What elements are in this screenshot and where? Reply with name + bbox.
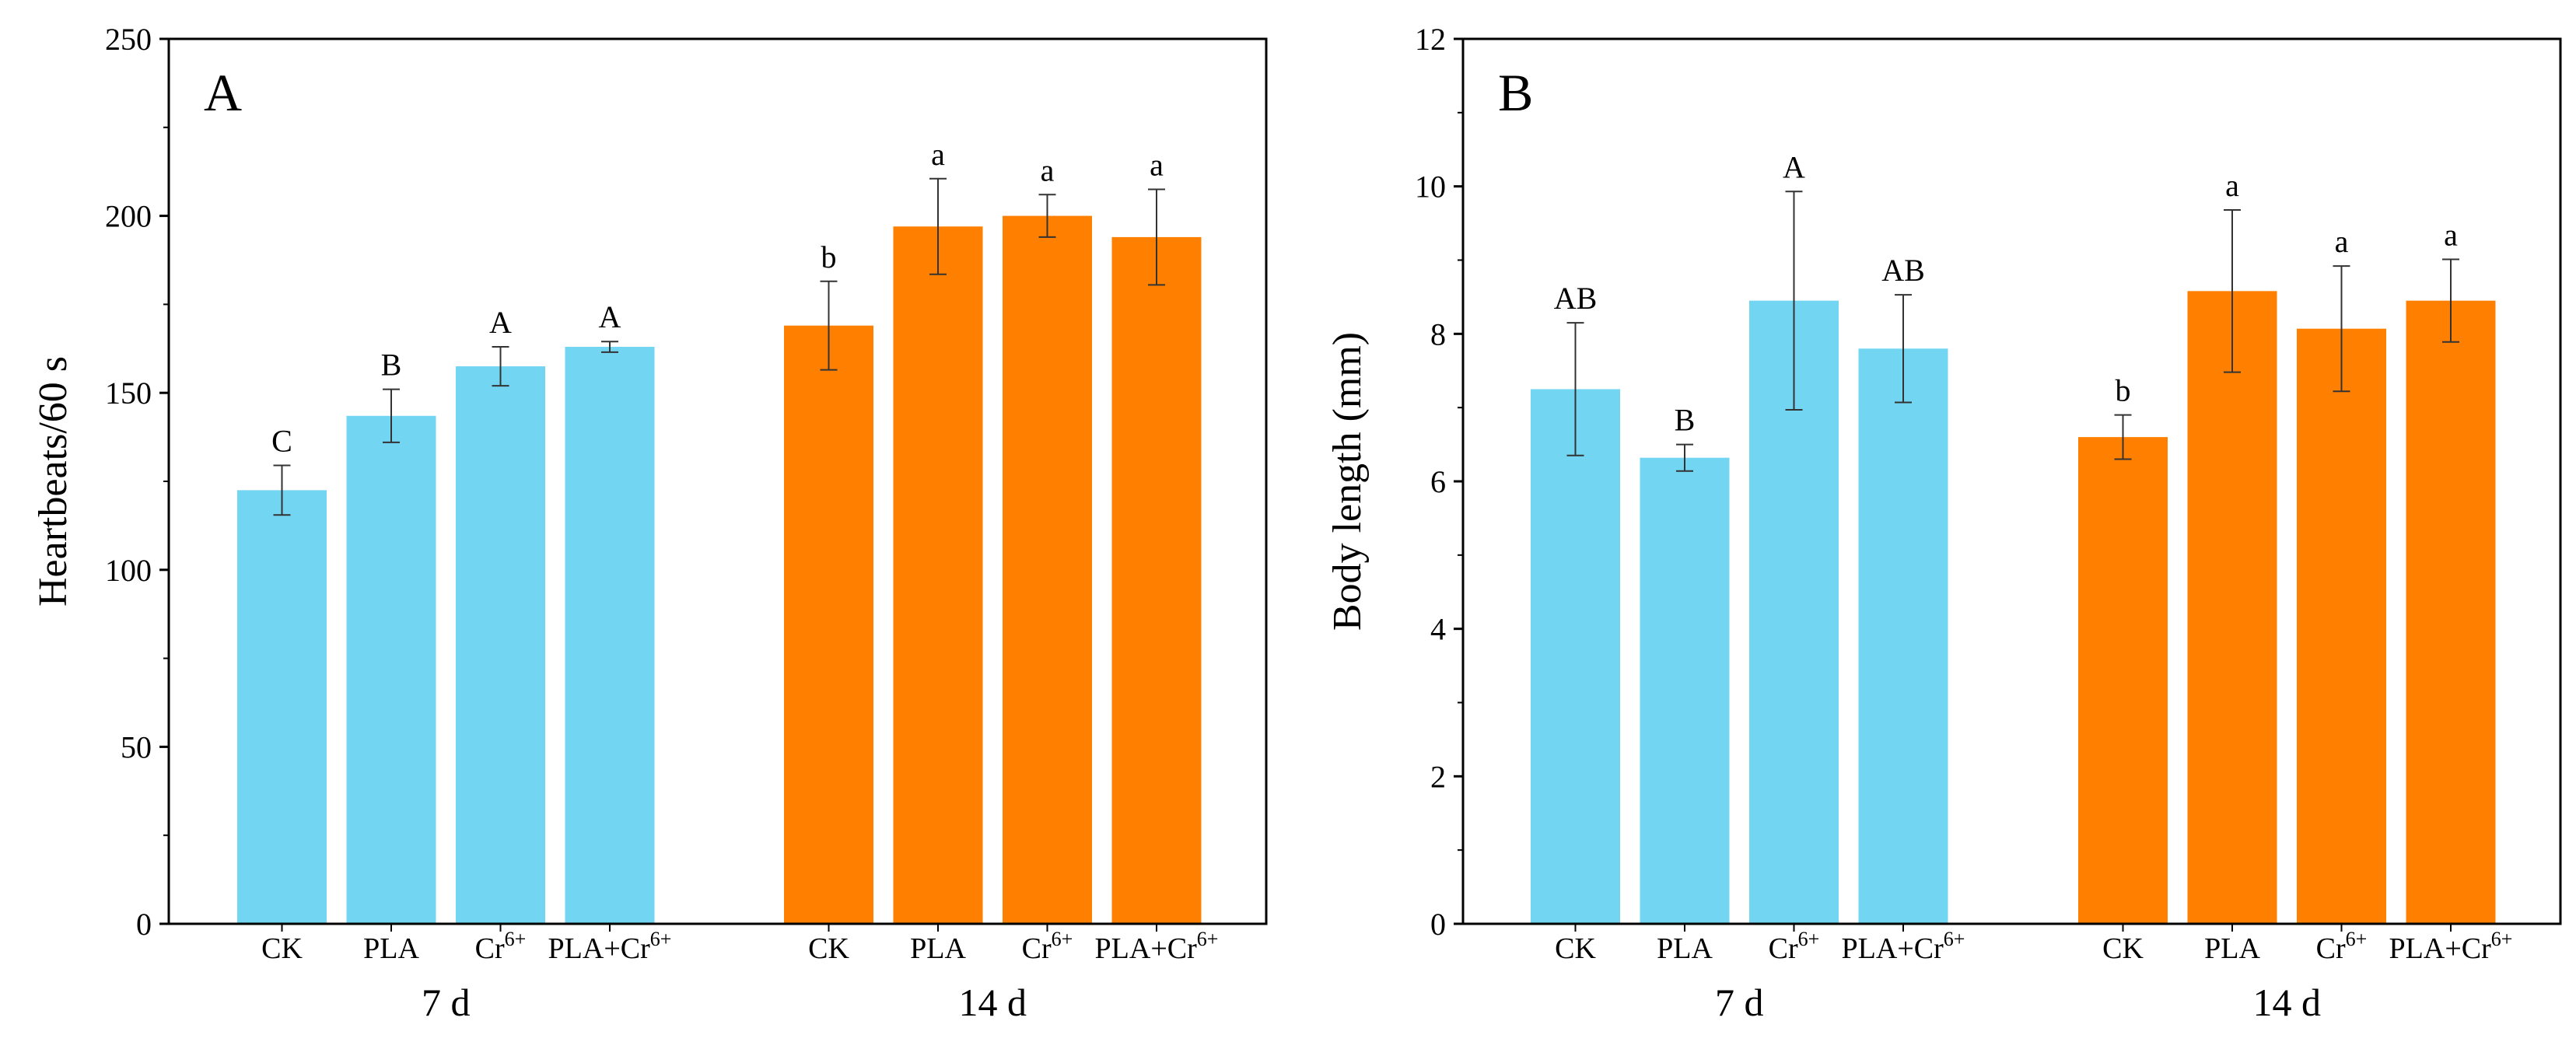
significance-letter: a	[2225, 168, 2239, 203]
bar	[237, 490, 327, 924]
category-label: CK	[261, 932, 303, 965]
category-label: PLA	[363, 932, 419, 965]
group-label: 7 d	[422, 981, 471, 1024]
bar	[2078, 437, 2168, 924]
y-tick-label: 6	[1430, 464, 1446, 499]
bar	[456, 366, 545, 924]
significance-letter: AB	[1881, 253, 1925, 288]
significance-letter: A	[489, 305, 512, 340]
bar	[784, 325, 873, 924]
significance-letter: a	[931, 137, 945, 172]
category-label: Cr6+	[475, 928, 527, 965]
y-tick-label: 8	[1430, 316, 1446, 351]
category-label: PLA	[1657, 932, 1713, 965]
category-label: CK	[2102, 932, 2144, 965]
y-tick-label: 0	[136, 907, 152, 942]
significance-letter: B	[1675, 403, 1696, 438]
bar	[1003, 215, 1092, 925]
bar	[565, 347, 655, 924]
plot-frame	[167, 37, 1268, 925]
plot-frame	[1461, 37, 2562, 925]
y-tick-label: 0	[1430, 907, 1446, 942]
bar	[1531, 389, 1620, 924]
y-tick-label: 150	[105, 376, 152, 411]
y-tick-label: 10	[1415, 170, 1446, 205]
category-label: PLA	[2204, 932, 2260, 965]
group-label: 14 d	[959, 981, 1027, 1024]
category-label: PLA+Cr6+	[1095, 928, 1219, 965]
chart-panel-b: 0 2 4 6 8 10 12 Body length (mm) B AB CK B PLA A Cr6+ A…	[1325, 22, 2562, 1024]
y-tick-label: 50	[121, 729, 152, 764]
bar	[1111, 236, 1202, 924]
y-axis-title: Heartbeats/60 s	[31, 356, 75, 607]
significance-letter: a	[2335, 224, 2349, 259]
bar	[2297, 328, 2386, 924]
y-tick-label: 200	[105, 199, 152, 234]
y-tick-label: 4	[1430, 612, 1446, 647]
category-label: PLA+Cr6+	[2389, 928, 2513, 965]
significance-letter: a	[1150, 147, 1164, 182]
group-label: 7 d	[1715, 981, 1764, 1024]
y-tick-label: 100	[105, 553, 152, 588]
bar	[1640, 457, 1730, 924]
significance-letter: C	[271, 424, 292, 459]
y-tick-label: 2	[1430, 759, 1446, 794]
significance-letter: B	[381, 348, 402, 383]
y-axis-title: Body length (mm)	[1325, 332, 1370, 631]
category-label: Cr6+	[2316, 928, 2368, 965]
y-tick-label: 12	[1415, 22, 1446, 57]
bar	[893, 226, 983, 925]
bar	[1858, 348, 1948, 924]
significance-letter: A	[1783, 149, 1805, 184]
bar	[346, 415, 436, 924]
group-label: 14 d	[2253, 981, 2322, 1024]
category-label: CK	[1555, 932, 1596, 965]
chart-panel-a: 0 50 100 150 200 250 Heartbeats/60 s A C CK B PLA A C…	[31, 22, 1268, 1024]
y-tick-label: 250	[105, 22, 152, 57]
significance-letter: a	[2444, 218, 2458, 253]
category-label: Cr6+	[1769, 928, 1820, 965]
significance-letter: AB	[1554, 281, 1598, 316]
panel-label: A	[204, 63, 242, 122]
bar	[2187, 291, 2277, 925]
significance-letter: a	[1041, 152, 1055, 187]
significance-letter: b	[821, 240, 837, 274]
category-label: PLA+Cr6+	[548, 928, 672, 965]
category-label: Cr6+	[1022, 928, 1073, 965]
category-label: PLA	[910, 932, 966, 965]
bar	[2406, 300, 2496, 924]
significance-letter: b	[2116, 373, 2131, 408]
category-label: PLA+Cr6+	[1842, 928, 1965, 965]
significance-letter: A	[599, 299, 621, 334]
category-label: CK	[808, 932, 849, 965]
panel-label: B	[1498, 63, 1533, 122]
